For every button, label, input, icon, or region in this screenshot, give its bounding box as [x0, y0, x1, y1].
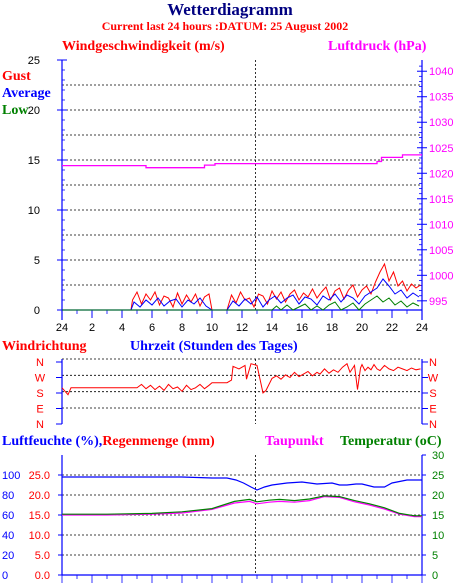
dewpoint-label: Taupunkt [265, 434, 324, 449]
humidity-tick-label: 60 [2, 510, 14, 522]
x-tick-label: 2 [89, 322, 95, 334]
x-tick-label: 10 [206, 322, 218, 334]
rain-tick-label: 5.0 [35, 550, 50, 562]
temperature-tick-label: 10 [432, 530, 444, 542]
direction-label-right: N [429, 419, 437, 431]
legend-gust: Gust [2, 69, 31, 84]
direction-label-right: N [429, 357, 437, 369]
legend-average: Average [2, 86, 51, 101]
temperature-unit: oC) [420, 434, 442, 449]
rain-tick-label: 15.0 [29, 510, 50, 522]
humidity-tick-label: 20 [2, 550, 14, 562]
direction-label-left: N [36, 357, 44, 369]
rain-tick-label: 20.0 [29, 490, 50, 502]
direction-label-left: S [36, 388, 43, 400]
rain-tick-label: 0.0 [35, 570, 50, 582]
y-right-tick-label: 1035 [429, 92, 453, 104]
temperature-tick-label: 20 [432, 490, 444, 502]
temperature-tick-label: 5 [432, 550, 438, 562]
y-left-tick-label: 20 [28, 105, 40, 117]
y-left-tick-label: 0 [34, 305, 40, 317]
series-taupunkt [62, 495, 422, 518]
humidity-axis-label: Luftfeuchte (%),Regenmenge (mm) [2, 434, 215, 449]
temperature-tick-label: 15 [432, 510, 444, 522]
direction-label-left: E [36, 404, 43, 416]
direction-label-left: N [36, 419, 44, 431]
pressure-axis-label: Luftdruck (hPa) [328, 39, 427, 54]
x-tick-label: 12 [236, 322, 248, 334]
humidity-tick-label: 40 [2, 530, 14, 542]
x-tick-label: 18 [326, 322, 338, 334]
x-tick-label: 24 [416, 322, 428, 334]
series-luftdruck [62, 154, 422, 169]
x-tick-label: 8 [179, 322, 185, 334]
x-tick-label: 6 [149, 322, 155, 334]
rain-label: Regenmenge (mm) [102, 434, 215, 449]
series-temperatur [62, 495, 422, 517]
direction-label-left: W [35, 373, 46, 385]
series-luftfeuchte [62, 476, 422, 491]
temperature-tick-label: 0 [432, 570, 438, 582]
chart-subtitle: Current last 24 hours :DATUM: 25 August … [102, 19, 349, 33]
y-left-tick-label: 10 [28, 205, 40, 217]
humidity-tick-label: 100 [2, 470, 20, 482]
rain-tick-label: 25.0 [29, 470, 50, 482]
x-tick-label: 14 [266, 322, 278, 334]
y-right-tick-label: 1040 [429, 66, 453, 78]
legend-low: Low [2, 103, 29, 118]
wind-pressure-panel: 0510152025995100010051010101510201025103… [28, 55, 454, 334]
x-tick-label: 22 [386, 322, 398, 334]
y-right-tick-label: 1000 [429, 270, 453, 282]
y-right-tick-label: 1005 [429, 245, 453, 257]
series-average [62, 278, 420, 311]
temperature-label: Temperatur (oC) [340, 434, 442, 449]
y-right-tick-label: 1010 [429, 219, 453, 231]
x-tick-label: 4 [119, 322, 125, 334]
y-right-tick-label: 1030 [429, 117, 453, 129]
humidity-tick-label: 80 [2, 490, 14, 502]
wind-speed-axis-label: Windgeschwindigkeit (m/s) [62, 39, 225, 54]
y-left-tick-label: 5 [34, 255, 40, 267]
x-tick-label: 20 [356, 322, 368, 334]
rain-tick-label: 10.0 [29, 530, 50, 542]
time-axis-label: Uhrzeit (Stunden des Tages) [130, 339, 298, 354]
y-right-tick-label: 1015 [429, 194, 453, 206]
humidity-temperature-panel: 0 20 40 60 80 100 0.0 5.0 10.0 15.0 20.0 25.0 0 5 10 15… [2, 450, 444, 583]
humidity-label: Luftfeuchte (%), [2, 434, 102, 449]
y-right-tick-label: 1020 [429, 168, 453, 180]
temperature-tick-label: 25 [432, 470, 444, 482]
temperature-tick-label: 30 [432, 450, 444, 462]
y-left-tick-label: 15 [28, 155, 40, 167]
wind-direction-panel: N NW WS SE EN N [35, 357, 439, 431]
direction-label-right: S [429, 388, 436, 400]
wind-direction-label: Windrichtung [2, 339, 87, 354]
series-wind-direction [61, 362, 421, 396]
humidity-tick-label: 0 [2, 570, 8, 582]
series-low [62, 295, 420, 311]
temperature-label-text: Temperatur ( [340, 434, 420, 449]
chart-title: Wetterdiagramm [167, 0, 293, 19]
x-tick-label: 24 [56, 322, 68, 334]
x-tick-label: 16 [296, 322, 308, 334]
y-right-tick-label: 995 [429, 296, 447, 308]
direction-label-right: E [429, 404, 436, 416]
y-left-tick-label: 25 [28, 55, 40, 67]
direction-label-right: W [428, 373, 439, 385]
y-right-tick-label: 1025 [429, 143, 453, 155]
